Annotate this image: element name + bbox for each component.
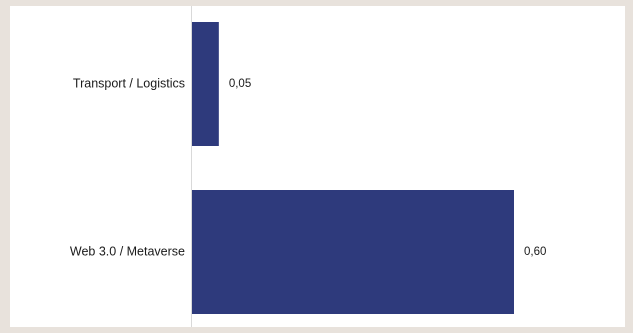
category-label: Transport / Logistics: [73, 76, 185, 90]
chart-panel: Transport / Logistics 0,05 Web 3.0 / Metav…: [10, 6, 625, 327]
bar-chart: Transport / Logistics 0,05 Web 3.0 / Metav…: [70, 6, 546, 327]
category-label: Web 3.0 / Metaverse: [70, 244, 185, 258]
value-label: 0,05: [229, 78, 251, 90]
bar: [192, 22, 219, 146]
value-label: 0,60: [524, 246, 546, 258]
bar: [192, 190, 514, 314]
